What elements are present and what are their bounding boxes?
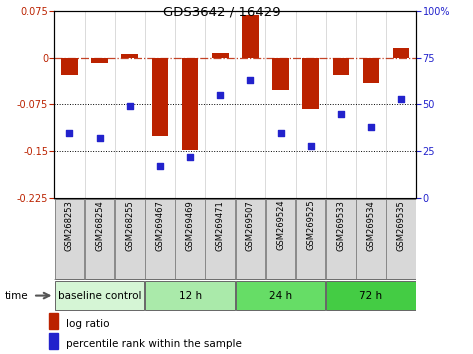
Bar (363, 57, 379, 82)
Bar (272, 57, 289, 90)
FancyBboxPatch shape (115, 199, 145, 279)
Text: GSM268253: GSM268253 (65, 200, 74, 251)
FancyBboxPatch shape (55, 281, 144, 310)
Bar (49, 313, 58, 329)
Text: log ratio: log ratio (66, 319, 109, 329)
Text: GSM269471: GSM269471 (216, 200, 225, 251)
Bar (122, 55, 138, 57)
Bar (242, 15, 259, 57)
Point (96, 135, 104, 141)
FancyBboxPatch shape (145, 199, 175, 279)
Point (156, 164, 164, 169)
FancyBboxPatch shape (205, 199, 235, 279)
FancyBboxPatch shape (236, 199, 265, 279)
Text: GSM269467: GSM269467 (156, 200, 165, 251)
Text: GSM268255: GSM268255 (125, 200, 134, 251)
Bar (91, 57, 108, 63)
Point (66, 130, 73, 136)
Bar (61, 57, 78, 75)
Bar (212, 52, 228, 57)
FancyBboxPatch shape (55, 199, 84, 279)
FancyBboxPatch shape (326, 281, 416, 310)
Text: GSM269524: GSM269524 (276, 200, 285, 251)
Point (186, 154, 194, 160)
Text: GSM268254: GSM268254 (95, 200, 104, 251)
Bar (393, 47, 410, 57)
Text: GSM269507: GSM269507 (246, 200, 255, 251)
Text: GSM269534: GSM269534 (367, 200, 376, 251)
Bar (182, 57, 198, 150)
Point (367, 124, 375, 130)
Text: baseline control: baseline control (58, 291, 141, 301)
Text: GSM269469: GSM269469 (185, 200, 194, 251)
FancyBboxPatch shape (266, 199, 295, 279)
FancyBboxPatch shape (386, 199, 416, 279)
Point (126, 103, 133, 109)
FancyBboxPatch shape (175, 199, 205, 279)
Text: GSM269533: GSM269533 (336, 200, 345, 251)
Bar (49, 333, 58, 349)
FancyBboxPatch shape (236, 281, 325, 310)
Text: 24 h: 24 h (269, 291, 292, 301)
Point (277, 130, 284, 136)
FancyBboxPatch shape (356, 199, 386, 279)
Point (217, 92, 224, 98)
Text: GSM269535: GSM269535 (397, 200, 406, 251)
Point (246, 77, 254, 83)
Point (307, 143, 315, 149)
Bar (333, 57, 349, 75)
Text: 72 h: 72 h (359, 291, 383, 301)
Text: percentile rank within the sample: percentile rank within the sample (66, 339, 242, 349)
Text: 12 h: 12 h (178, 291, 201, 301)
FancyBboxPatch shape (326, 199, 356, 279)
Text: time: time (5, 291, 28, 301)
FancyBboxPatch shape (146, 281, 235, 310)
Text: GDS3642 / 16429: GDS3642 / 16429 (164, 5, 281, 18)
Text: GSM269525: GSM269525 (306, 200, 315, 251)
Point (337, 111, 345, 117)
FancyBboxPatch shape (85, 199, 114, 279)
Point (397, 96, 405, 102)
FancyBboxPatch shape (296, 199, 325, 279)
Bar (302, 57, 319, 109)
Bar (152, 57, 168, 136)
